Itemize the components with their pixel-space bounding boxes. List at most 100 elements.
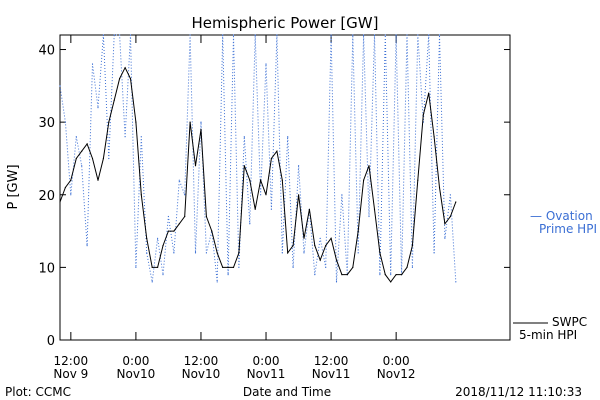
- plot-frame: [59, 34, 511, 341]
- x-tick-label-time: 12:00: [184, 354, 219, 368]
- data-point: [352, 266, 354, 268]
- data-point: [260, 194, 262, 196]
- data-point: [173, 230, 175, 232]
- data-point: [346, 274, 348, 276]
- data-point: [455, 201, 457, 203]
- data-point: [254, 34, 256, 36]
- data-point: [140, 194, 142, 196]
- data-point: [129, 78, 132, 80]
- data-point: [113, 34, 115, 36]
- data-point: [119, 78, 121, 80]
- data-point: [135, 266, 137, 268]
- data-point: [438, 34, 441, 36]
- data-point: [444, 237, 446, 239]
- data-point: [292, 245, 294, 247]
- data-point: [265, 194, 267, 196]
- x-tick-label-date: Nov10: [117, 367, 156, 381]
- data-point: [303, 237, 305, 239]
- legend-swpc-line1: SWPC: [552, 315, 587, 329]
- data-point: [449, 194, 451, 196]
- data-point: [433, 252, 435, 254]
- data-point: [108, 157, 110, 160]
- data-point: [395, 34, 397, 36]
- data-point: [249, 223, 251, 225]
- data-point: [173, 252, 175, 254]
- x-tick-label-time: 0:00: [122, 354, 149, 368]
- data-point: [292, 266, 294, 268]
- data-point: [59, 201, 61, 203]
- data-point: [75, 136, 77, 138]
- data-point: [411, 245, 413, 247]
- data-point: [384, 274, 386, 276]
- data-point: [146, 252, 148, 254]
- legend-swpc-line2: 5-min HPI: [519, 328, 577, 342]
- data-point: [124, 136, 126, 138]
- data-point: [184, 194, 186, 196]
- data-point: [124, 67, 126, 69]
- data-point: [238, 266, 240, 268]
- data-point: [438, 186, 441, 189]
- data-point: [254, 208, 256, 210]
- data-point: [91, 157, 94, 160]
- data-point: [189, 121, 191, 123]
- data-point: [314, 245, 316, 247]
- data-point: [298, 165, 300, 167]
- legend-ovation-line1: — Ovation: [530, 209, 593, 223]
- x-tick-label-date: Nov10: [182, 367, 221, 381]
- x-tick-label-time: 0:00: [383, 354, 410, 368]
- data-point: [319, 237, 321, 239]
- data-point: [140, 136, 142, 138]
- legend-ovation-line2: Prime HPI: [539, 222, 597, 236]
- series-line: [59, 34, 457, 282]
- data-point: [276, 34, 278, 36]
- plot-credit: Plot: CCMC: [5, 385, 71, 399]
- data-point: [97, 179, 99, 181]
- data-point: [270, 208, 272, 210]
- data-point: [298, 194, 300, 196]
- data-point: [428, 34, 430, 36]
- data-point: [205, 252, 207, 254]
- data-point: [119, 34, 121, 36]
- data-point: [406, 266, 408, 268]
- data-point: [303, 252, 305, 254]
- data-point: [194, 252, 197, 254]
- data-point: [200, 121, 202, 123]
- data-point: [135, 121, 137, 123]
- data-point: [444, 223, 446, 225]
- data-point: [390, 281, 392, 283]
- data-point: [260, 179, 262, 181]
- data-point: [102, 157, 104, 160]
- data-point: [287, 252, 289, 254]
- data-point: [363, 179, 365, 181]
- data-point: [357, 230, 359, 232]
- data-point: [243, 136, 245, 138]
- y-tick-label: 40: [38, 44, 55, 59]
- data-point: [205, 215, 207, 218]
- data-point: [97, 107, 99, 109]
- data-point: [395, 274, 397, 276]
- x-axis-label: Date and Time: [243, 385, 331, 399]
- data-point: [330, 237, 332, 239]
- data-point: [422, 114, 424, 116]
- data-point: [281, 252, 283, 254]
- y-axis-label: P [GW]: [6, 164, 21, 209]
- data-point: [129, 34, 132, 36]
- series-swpc: [59, 66, 457, 283]
- data-point: [368, 165, 370, 167]
- x-tick-label-date: Nov11: [312, 367, 351, 381]
- data-point: [449, 215, 451, 218]
- data-point: [227, 274, 229, 276]
- data-point: [373, 34, 376, 36]
- data-point: [249, 179, 251, 181]
- x-tick-label-time: 12:00: [54, 354, 89, 368]
- x-tick-label-time: 12:00: [314, 354, 349, 368]
- x-tick-label-date: Nov11: [247, 367, 286, 381]
- data-point: [341, 274, 343, 276]
- data-point: [455, 281, 457, 283]
- data-point: [70, 194, 72, 196]
- data-point: [325, 245, 327, 247]
- data-point: [102, 34, 104, 36]
- data-point: [178, 179, 180, 181]
